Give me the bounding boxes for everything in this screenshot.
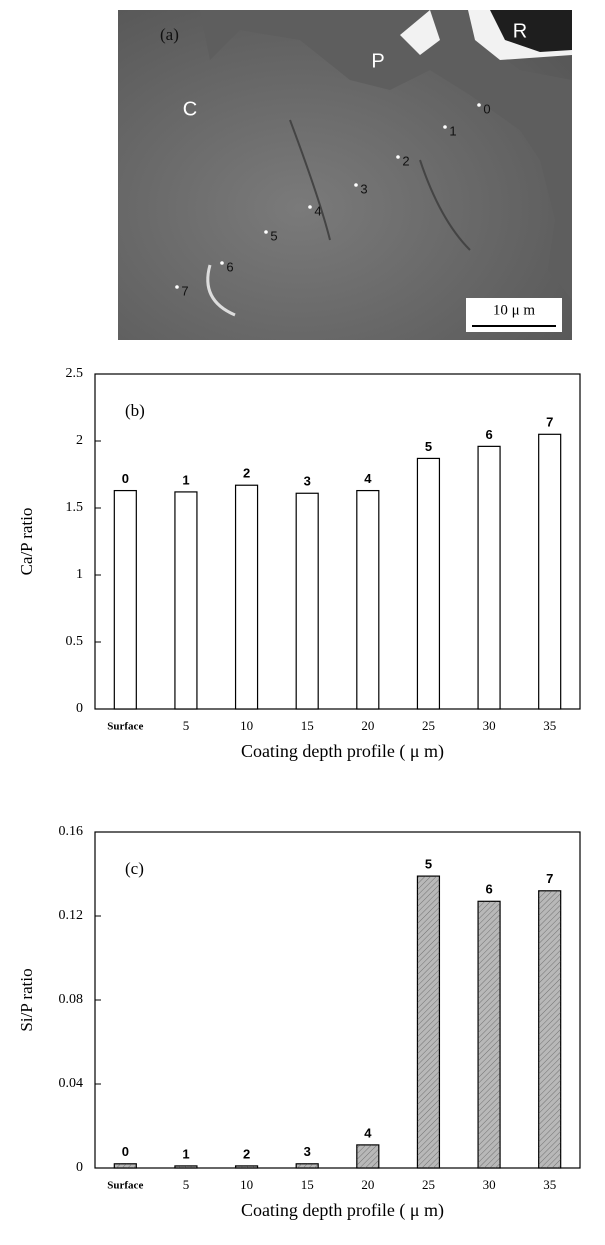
analysis-point bbox=[396, 155, 400, 159]
plot-frame bbox=[94, 373, 581, 710]
y-tick-label: 2 bbox=[76, 433, 83, 448]
region-label: C bbox=[183, 98, 197, 120]
bar-annotation: 4 bbox=[364, 471, 372, 486]
x-tick-label: 25 bbox=[422, 718, 435, 733]
micrograph: (a) C P R 0 1 2 3 4 5 6 7 10 μ m bbox=[118, 10, 572, 340]
bar bbox=[174, 491, 198, 710]
y-tick-label: 0 bbox=[76, 1160, 83, 1175]
bar-annotation: 0 bbox=[122, 1144, 129, 1159]
y-tick-label: 0.08 bbox=[59, 992, 84, 1007]
point-label: 2 bbox=[402, 153, 409, 168]
y-tick-label: 0.16 bbox=[59, 824, 84, 839]
point-label: 3 bbox=[360, 181, 367, 196]
analysis-point bbox=[477, 103, 481, 107]
point-label: 0 bbox=[483, 101, 490, 116]
bar-hatch bbox=[538, 890, 561, 1168]
bar-annotation: 7 bbox=[546, 871, 553, 886]
panel-label: (b) bbox=[125, 401, 145, 420]
bar-annotation: 5 bbox=[425, 857, 432, 872]
bar bbox=[477, 445, 501, 710]
bar-annotation: 4 bbox=[364, 1125, 372, 1140]
y-tick-label: 1 bbox=[76, 567, 83, 582]
point-label: 1 bbox=[449, 123, 456, 138]
x-tick-label: 15 bbox=[301, 718, 314, 733]
bar-annotation: 6 bbox=[485, 427, 492, 442]
x-tick-label: 35 bbox=[543, 718, 556, 733]
bar bbox=[295, 492, 319, 710]
bar-annotation: 3 bbox=[304, 1144, 311, 1159]
bar-annotation: 2 bbox=[243, 1146, 250, 1161]
scale-bar-label: 10 μ m bbox=[493, 302, 536, 318]
panel-label: (c) bbox=[125, 859, 144, 878]
bar-hatch bbox=[114, 1163, 137, 1168]
resin bbox=[490, 10, 572, 52]
point-label: 5 bbox=[270, 228, 277, 243]
x-tick-label: 25 bbox=[422, 1177, 435, 1192]
bar bbox=[416, 457, 441, 710]
bar-annotation: 7 bbox=[546, 415, 553, 430]
bar bbox=[113, 489, 137, 710]
x-tick-label: 20 bbox=[361, 718, 374, 733]
analysis-point bbox=[220, 261, 224, 265]
x-tick-label: 10 bbox=[240, 1177, 253, 1192]
point-label: 4 bbox=[314, 203, 321, 218]
bar-annotation: 5 bbox=[425, 439, 432, 454]
x-tick-label: 15 bbox=[301, 1177, 314, 1192]
region-label: R bbox=[513, 20, 527, 42]
x-tick-label: 20 bbox=[361, 1177, 374, 1192]
analysis-point bbox=[308, 205, 312, 209]
panel-label: (a) bbox=[160, 25, 179, 44]
x-tick-label: Surface bbox=[107, 1180, 143, 1192]
boundary-lines bbox=[289, 119, 471, 251]
bar-annotation: 0 bbox=[122, 471, 129, 486]
crack bbox=[206, 264, 236, 317]
bar-hatch bbox=[174, 1165, 197, 1168]
x-tick-label: 10 bbox=[240, 718, 253, 733]
x-tick-label: 5 bbox=[183, 1177, 190, 1192]
x-axis-label: Coating depth profile ( μ m) bbox=[241, 1200, 444, 1221]
bar bbox=[234, 484, 259, 710]
x-tick-label: 5 bbox=[183, 718, 190, 733]
analysis-point bbox=[264, 230, 268, 234]
bar-annotation: 1 bbox=[182, 1146, 189, 1161]
y-axis-label: Ca/P ratio bbox=[17, 508, 36, 576]
bar bbox=[538, 433, 562, 710]
y-axis-label: Si/P ratio bbox=[17, 968, 36, 1031]
bar-annotation: 1 bbox=[182, 472, 189, 487]
y-tick-label: 0.5 bbox=[66, 634, 84, 649]
bar-hatch bbox=[296, 1163, 319, 1168]
bar-annotation: 3 bbox=[304, 474, 311, 489]
point-label: 7 bbox=[181, 283, 188, 298]
y-tick-label: 0.04 bbox=[59, 1076, 84, 1091]
plot-frame bbox=[94, 831, 581, 1169]
phase-p bbox=[200, 10, 572, 300]
x-tick-label: 35 bbox=[543, 1177, 556, 1192]
bar-hatch bbox=[235, 1165, 258, 1168]
resin-boundary bbox=[215, 10, 572, 60]
bar-hatch bbox=[356, 1144, 379, 1168]
x-tick-label: 30 bbox=[483, 718, 496, 733]
bar-annotation: 2 bbox=[243, 466, 250, 481]
point-label: 6 bbox=[226, 259, 233, 274]
bar-hatch bbox=[478, 901, 501, 1168]
bar-hatch bbox=[417, 876, 440, 1168]
analysis-point bbox=[175, 285, 179, 289]
analysis-point bbox=[443, 125, 447, 129]
x-tick-label: 30 bbox=[483, 1177, 496, 1192]
y-tick-label: 0 bbox=[76, 701, 83, 716]
y-tick-label: 0.12 bbox=[59, 908, 84, 923]
region-label: P bbox=[371, 50, 384, 72]
x-axis-label: Coating depth profile ( μ m) bbox=[241, 741, 444, 762]
bar-annotation: 6 bbox=[485, 882, 492, 897]
bar bbox=[356, 489, 380, 710]
y-tick-label: 2.5 bbox=[66, 366, 84, 381]
analysis-point bbox=[354, 183, 358, 187]
y-tick-label: 1.5 bbox=[66, 500, 84, 515]
x-tick-label: Surface bbox=[107, 721, 143, 733]
